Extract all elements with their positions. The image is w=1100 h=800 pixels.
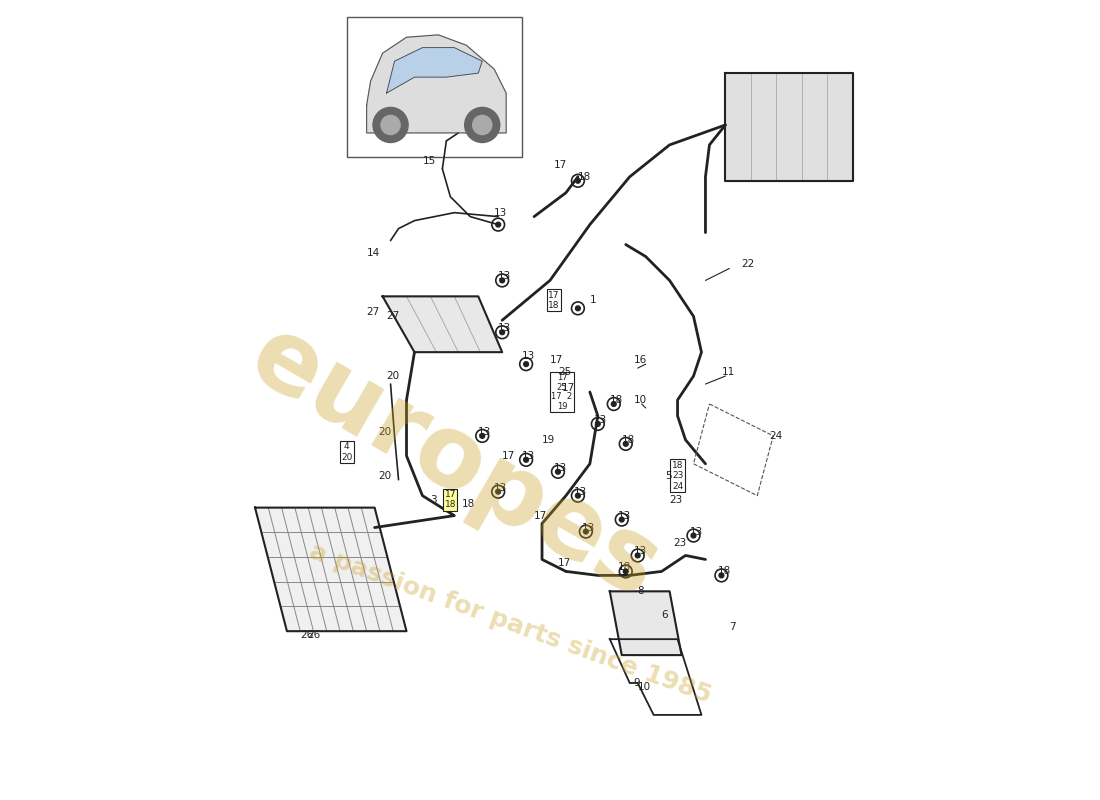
Bar [346, 18, 522, 157]
Circle shape [524, 362, 528, 366]
Text: 13: 13 [494, 482, 507, 493]
Circle shape [556, 470, 560, 474]
Text: 13: 13 [522, 351, 536, 361]
Text: 27: 27 [386, 311, 399, 322]
Circle shape [624, 442, 628, 446]
Text: 13: 13 [554, 462, 568, 473]
Text: 18: 18 [621, 435, 635, 445]
Circle shape [524, 458, 528, 462]
Text: 26: 26 [307, 630, 320, 640]
Polygon shape [725, 73, 852, 181]
Circle shape [575, 178, 581, 183]
Circle shape [496, 490, 500, 494]
Circle shape [575, 494, 581, 498]
Text: 16: 16 [634, 355, 647, 365]
Polygon shape [383, 296, 503, 352]
Text: 20: 20 [378, 470, 392, 481]
Circle shape [612, 402, 616, 406]
Circle shape [636, 553, 640, 558]
Circle shape [381, 115, 400, 134]
Text: 17: 17 [554, 160, 568, 170]
Text: 18
23
24: 18 23 24 [672, 461, 683, 490]
Text: 20: 20 [386, 371, 399, 381]
Circle shape [373, 107, 408, 142]
Text: 10: 10 [634, 395, 647, 405]
Text: 13: 13 [618, 510, 631, 521]
Text: 3: 3 [430, 494, 437, 505]
Text: 17: 17 [562, 383, 575, 393]
Circle shape [583, 529, 588, 534]
Text: 13: 13 [498, 323, 512, 334]
Text: europes: europes [233, 308, 676, 620]
Polygon shape [609, 591, 682, 655]
Text: 4
20: 4 20 [341, 442, 352, 462]
Text: 27: 27 [366, 307, 379, 318]
Text: 20: 20 [378, 427, 392, 437]
Text: 17
18: 17 18 [548, 290, 560, 310]
Circle shape [496, 222, 500, 227]
Text: a passion for parts since 1985: a passion for parts since 1985 [306, 539, 715, 707]
Text: 18: 18 [462, 498, 475, 509]
Text: 26: 26 [300, 630, 313, 640]
Text: 7: 7 [729, 622, 736, 632]
Text: 6: 6 [661, 610, 668, 620]
Text: 15: 15 [422, 156, 436, 166]
Circle shape [499, 278, 505, 283]
Text: 17
18: 17 18 [444, 490, 456, 510]
Text: 17: 17 [503, 451, 516, 461]
Text: 10: 10 [638, 682, 651, 692]
Circle shape [473, 115, 492, 134]
Text: 13: 13 [478, 427, 492, 437]
Circle shape [464, 107, 499, 142]
Circle shape [624, 569, 628, 574]
Circle shape [691, 533, 696, 538]
Text: 22: 22 [741, 259, 755, 270]
Circle shape [480, 434, 485, 438]
Text: 13: 13 [498, 271, 512, 282]
Text: 24: 24 [769, 431, 782, 441]
Text: 13: 13 [690, 526, 703, 537]
Text: 1: 1 [590, 295, 596, 306]
Text: 23: 23 [673, 538, 686, 549]
Circle shape [499, 330, 505, 334]
Text: 13: 13 [634, 546, 647, 557]
Text: 17: 17 [558, 558, 571, 569]
Text: 14: 14 [366, 247, 379, 258]
Text: 19: 19 [542, 435, 556, 445]
Text: 18: 18 [578, 172, 591, 182]
Text: 9: 9 [634, 678, 640, 688]
Text: 13: 13 [574, 486, 587, 497]
Circle shape [575, 306, 581, 310]
Text: 8: 8 [638, 586, 645, 596]
Polygon shape [366, 35, 506, 133]
Text: 5: 5 [666, 470, 672, 481]
Text: 13: 13 [582, 522, 595, 533]
Text: 17: 17 [550, 355, 563, 365]
Text: 18: 18 [618, 562, 631, 573]
Text: 13: 13 [494, 208, 507, 218]
Text: 18: 18 [717, 566, 730, 577]
Text: 13: 13 [594, 415, 607, 425]
Text: 11: 11 [722, 367, 735, 377]
Text: 13: 13 [522, 451, 536, 461]
Text: 17
25
17  2
19: 17 25 17 2 19 [551, 373, 572, 411]
Text: 23: 23 [670, 494, 683, 505]
Circle shape [595, 422, 601, 426]
Text: 18: 18 [609, 395, 623, 405]
Polygon shape [386, 48, 482, 93]
Text: 17: 17 [535, 510, 548, 521]
Text: 25: 25 [558, 367, 571, 377]
Circle shape [619, 517, 624, 522]
Circle shape [719, 573, 724, 578]
Polygon shape [255, 508, 407, 631]
